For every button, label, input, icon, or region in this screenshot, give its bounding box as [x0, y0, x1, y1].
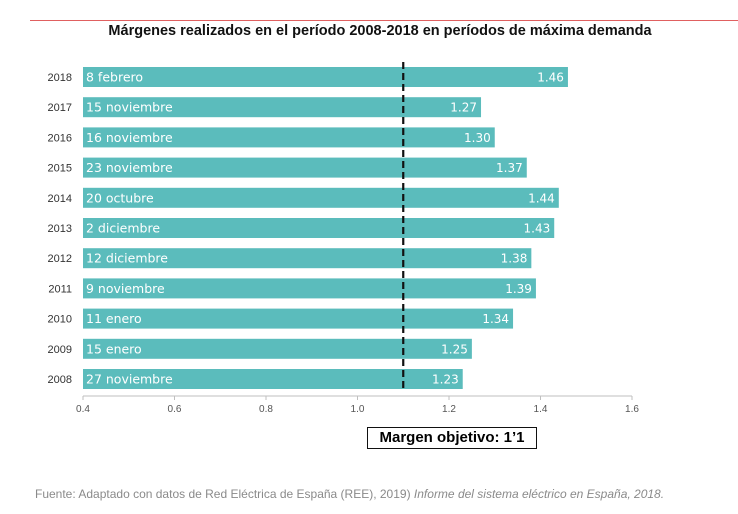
- bar-2008: [83, 369, 463, 389]
- date-label-2010: 11 enero: [86, 311, 142, 326]
- bar-2013: [83, 218, 555, 238]
- date-label-2011: 9 noviembre: [86, 281, 165, 296]
- value-label-2017: 1.27: [450, 101, 477, 115]
- value-label-2012: 1.38: [501, 252, 528, 266]
- bar-2017: [83, 97, 482, 118]
- value-label-2015: 1.37: [496, 161, 523, 175]
- source-prefix: Fuente: Adaptado con datos de Red Eléctr…: [35, 487, 411, 501]
- chart-title: Márgenes realizados en el período 2008-2…: [108, 23, 652, 39]
- source-note: Fuente: Adaptado con datos de Red Eléctr…: [35, 487, 664, 501]
- value-label-2011: 1.39: [505, 282, 532, 296]
- date-label-2008: 27 noviembre: [86, 372, 173, 387]
- x-tick-label-1.0: 1.0: [351, 404, 365, 415]
- year-label-2014: 2014: [48, 193, 72, 205]
- year-label-2008: 2008: [48, 374, 72, 386]
- bar-2009: [83, 338, 472, 359]
- x-tick-label-0.4: 0.4: [76, 404, 90, 415]
- bar-2015: [83, 157, 527, 178]
- date-label-2015: 23 noviembre: [86, 160, 173, 175]
- date-label-2016: 16 noviembre: [86, 130, 173, 145]
- x-tick-label-1.4: 1.4: [534, 404, 548, 415]
- date-label-2018: 8 febrero: [86, 70, 143, 85]
- value-label-2014: 1.44: [528, 191, 555, 205]
- year-label-2012: 2012: [48, 253, 72, 265]
- year-label-2010: 2010: [48, 314, 72, 326]
- margin-objective-label: Margen objetivo: 1’1: [367, 427, 537, 449]
- date-label-2012: 12 diciembre: [86, 251, 168, 266]
- year-label-2016: 2016: [48, 132, 72, 144]
- source-report-title: Informe del sistema eléctrico en España,…: [413, 487, 665, 501]
- year-label-2018: 2018: [48, 72, 72, 84]
- x-tick-label-0.6: 0.6: [168, 404, 182, 415]
- year-label-2011: 2011: [48, 283, 72, 295]
- bar-2018: [83, 67, 568, 87]
- date-label-2009: 15 enero: [86, 341, 142, 356]
- x-tick-label-1.2: 1.2: [442, 404, 456, 415]
- year-label-2017: 2017: [48, 102, 72, 114]
- top-rule: [30, 20, 738, 21]
- value-label-2009: 1.25: [441, 342, 468, 356]
- value-label-2013: 1.43: [524, 222, 551, 236]
- year-label-2009: 2009: [48, 344, 72, 356]
- value-label-2010: 1.34: [482, 312, 509, 326]
- bar-2012: [83, 248, 532, 269]
- date-label-2017: 15 noviembre: [86, 100, 173, 115]
- x-tick-label-0.8: 0.8: [259, 404, 273, 415]
- value-label-2016: 1.30: [464, 131, 491, 145]
- x-tick-label-1.6: 1.6: [625, 404, 639, 415]
- bar-2010: [83, 308, 514, 329]
- year-label-2013: 2013: [48, 223, 72, 235]
- value-label-2008: 1.23: [432, 373, 459, 387]
- date-label-2013: 2 diciembre: [86, 221, 160, 236]
- bar-chart: 2018 8 febrero 1.46 2017 15 noviembre 1.27 201…: [48, 62, 639, 415]
- bar-2011: [83, 278, 536, 299]
- date-label-2014: 20 octubre: [86, 190, 154, 205]
- bar-2016: [83, 127, 495, 148]
- value-label-2018: 1.46: [537, 71, 564, 85]
- bar-2014: [83, 187, 559, 208]
- year-label-2015: 2015: [48, 163, 72, 175]
